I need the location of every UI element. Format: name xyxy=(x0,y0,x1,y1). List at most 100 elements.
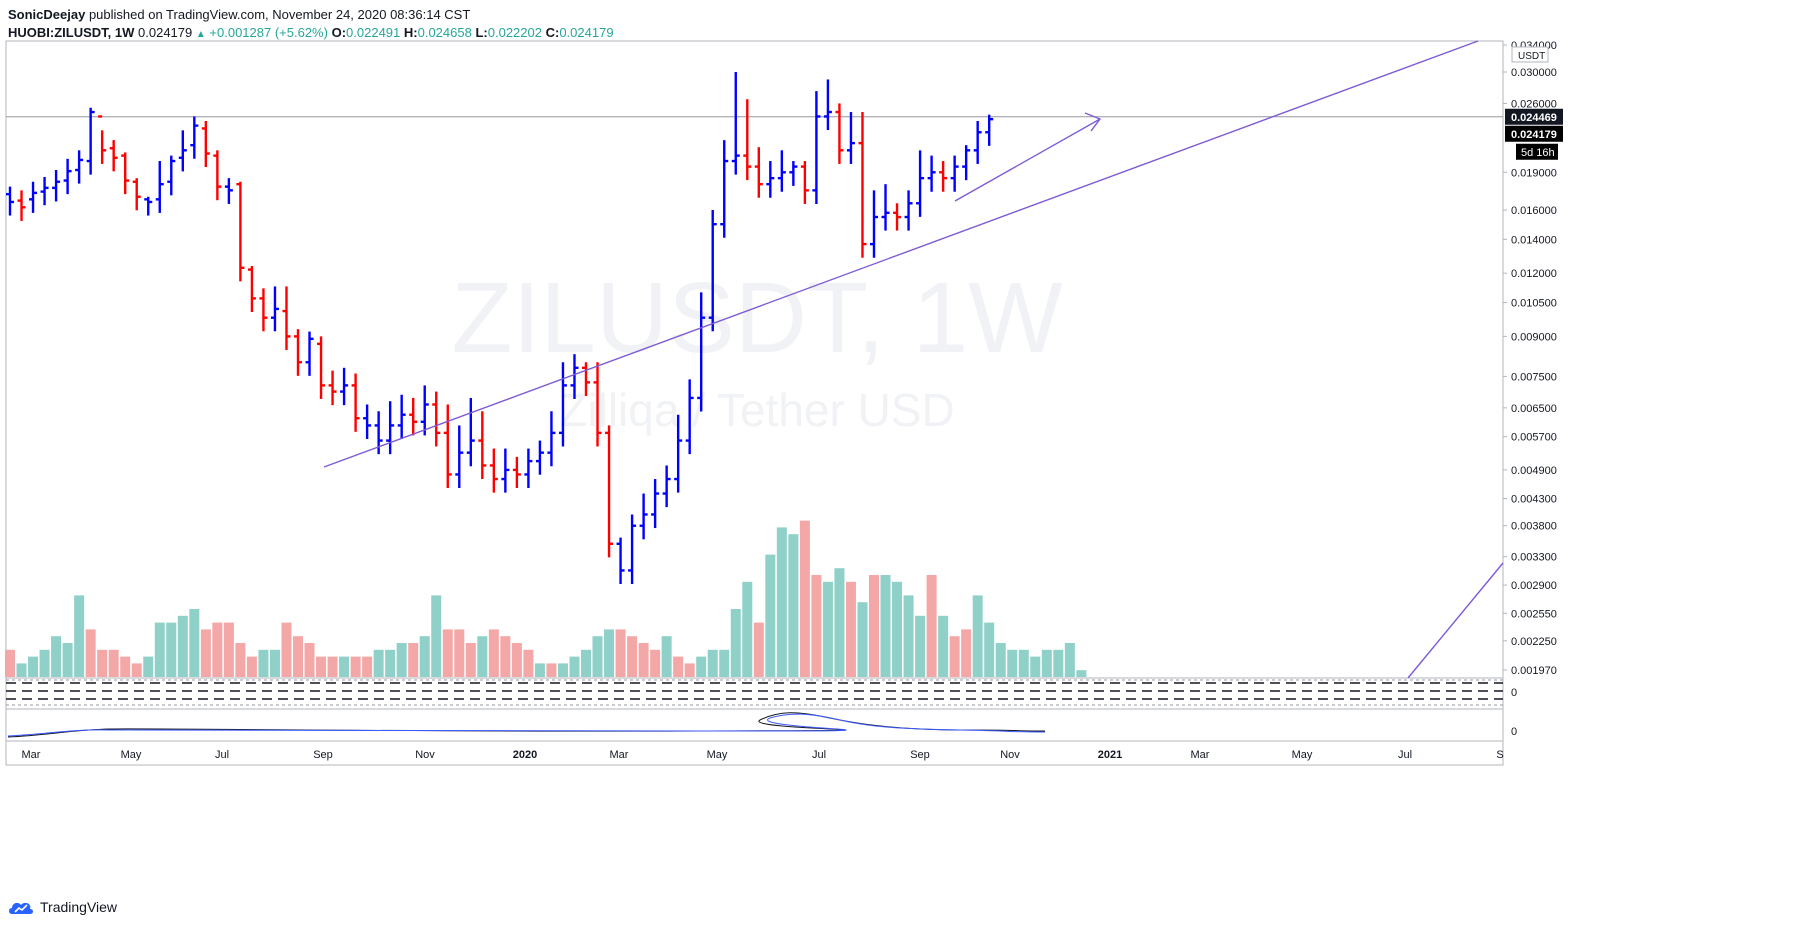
volume-bar xyxy=(869,575,879,677)
volume-bar xyxy=(719,649,730,677)
x-tick-label: Jul xyxy=(812,749,826,761)
ohlc-bar xyxy=(501,448,510,493)
time-axis[interactable]: Mar May Jul Sep Nov 2020 Mar May Jul Sep Nov 2021 Ma… xyxy=(22,749,1504,761)
volume-bar xyxy=(834,568,845,677)
trend-lines[interactable] xyxy=(323,40,1504,679)
volume-bar xyxy=(604,629,615,677)
volume-bar xyxy=(984,622,995,677)
ohlc-bar xyxy=(109,140,118,172)
volume-bar xyxy=(293,636,303,677)
indicator-zero-label: 0 xyxy=(1511,687,1517,699)
volume-bar xyxy=(500,636,511,677)
ohlc-bar xyxy=(132,178,141,211)
ohlc-bar xyxy=(535,440,544,475)
volume-bar xyxy=(85,629,96,677)
volume-bars xyxy=(5,520,1087,677)
x-tick-label: 2021 xyxy=(1098,749,1122,761)
volume-bar xyxy=(408,643,419,677)
publish-info: published on TradingView.com, November 2… xyxy=(88,7,471,22)
volume-bar xyxy=(131,663,142,677)
x-tick-label: May xyxy=(121,749,142,761)
ohlc-bar xyxy=(674,414,683,493)
volume-bar xyxy=(938,615,949,677)
volume-bar xyxy=(880,575,891,677)
volume-bar xyxy=(212,622,223,677)
symbol-line: HUOBI:ZILUSDT, 1W 0.024179 ▲ +0.001287 (… xyxy=(8,24,614,44)
ohlc-bar xyxy=(662,465,671,508)
ohlc-bar xyxy=(294,329,302,376)
tradingview-cloud-icon xyxy=(9,902,33,914)
ohlc-bar xyxy=(777,150,786,192)
author-name[interactable]: SonicDeejay xyxy=(8,7,86,22)
volume-bar xyxy=(143,656,154,677)
ohlc-bar xyxy=(685,379,694,455)
x-tick-label: Mar xyxy=(610,749,629,761)
chart-border xyxy=(5,40,1504,766)
ohlc-bar xyxy=(916,150,925,217)
low-value: 0.022202 xyxy=(487,25,542,40)
ohlc-bar xyxy=(512,456,521,489)
volume-bar xyxy=(892,581,903,677)
ohlc-bar xyxy=(224,178,233,204)
ohlc-bar xyxy=(443,404,452,489)
ohlc-bar xyxy=(720,140,729,238)
volume-bar xyxy=(477,636,488,677)
indicator-line-blue xyxy=(7,713,1046,737)
ohlc-bar xyxy=(570,354,579,399)
x-tick-label: Sep xyxy=(910,749,930,761)
ohlc-bar xyxy=(282,286,291,350)
ohlc-bar xyxy=(846,112,855,164)
trend-line xyxy=(954,118,1101,202)
volume-bar xyxy=(730,609,741,677)
y-tick-label: 0.003300 xyxy=(1511,552,1557,564)
ohlc-bar xyxy=(144,196,153,216)
y-tick-label: 0.002550 xyxy=(1511,608,1557,620)
ohlc-bar xyxy=(558,362,567,447)
x-tick-label: Jul xyxy=(1398,749,1412,761)
volume-bar xyxy=(51,636,62,677)
volume-bar xyxy=(615,629,626,677)
symbol-label[interactable]: HUOBI:ZILUSDT, 1W xyxy=(8,25,135,40)
tradingview-logo[interactable]: TradingView xyxy=(8,898,117,916)
ohlc-bar xyxy=(731,72,740,175)
ohlc-bar xyxy=(201,121,210,168)
ohlc-bar xyxy=(616,537,625,585)
y-tick-label: 0.012000 xyxy=(1511,268,1557,280)
volume-bar xyxy=(120,656,131,677)
volume-bar xyxy=(108,649,119,677)
ohlc-bar xyxy=(328,370,337,406)
volume-bar xyxy=(949,636,960,677)
volume-bar xyxy=(638,643,649,677)
volume-bar xyxy=(1076,670,1087,677)
close-label: C: xyxy=(545,25,560,40)
indicator-panes xyxy=(6,679,1503,738)
volume-bar xyxy=(431,595,442,677)
ohlc-bar xyxy=(259,288,268,332)
volume-bar xyxy=(258,649,269,677)
volume-bar xyxy=(200,629,211,677)
volume-bar xyxy=(246,656,257,677)
volume-bar xyxy=(373,649,384,677)
volume-bar xyxy=(557,663,568,677)
volume-bar xyxy=(327,656,338,677)
volume-bar xyxy=(569,656,580,677)
volume-bar xyxy=(189,609,200,677)
x-tick-label: Nov xyxy=(1000,749,1020,761)
ohlc-bar xyxy=(524,448,533,489)
volume-bar xyxy=(776,527,787,677)
ohlc-bar xyxy=(697,292,706,412)
volume-bar xyxy=(650,649,661,677)
volume-bar xyxy=(961,629,972,677)
price-change: +0.001287 (+5.62%) xyxy=(209,25,328,40)
trend-arrow-head xyxy=(1084,112,1102,132)
ohlc-bars xyxy=(6,72,994,585)
volume-bar xyxy=(362,656,373,677)
volume-bar xyxy=(926,575,937,677)
watermark-symbol: ZILUSDT, 1W xyxy=(451,262,1063,374)
price-axis[interactable]: 0.0340000.0300000.0260000.0190000.016000… xyxy=(1503,40,1563,738)
currency-label: USDT xyxy=(1518,51,1545,62)
volume-bar xyxy=(454,629,465,677)
ohlc-bar xyxy=(593,362,602,447)
ohlc-bar xyxy=(973,121,982,164)
